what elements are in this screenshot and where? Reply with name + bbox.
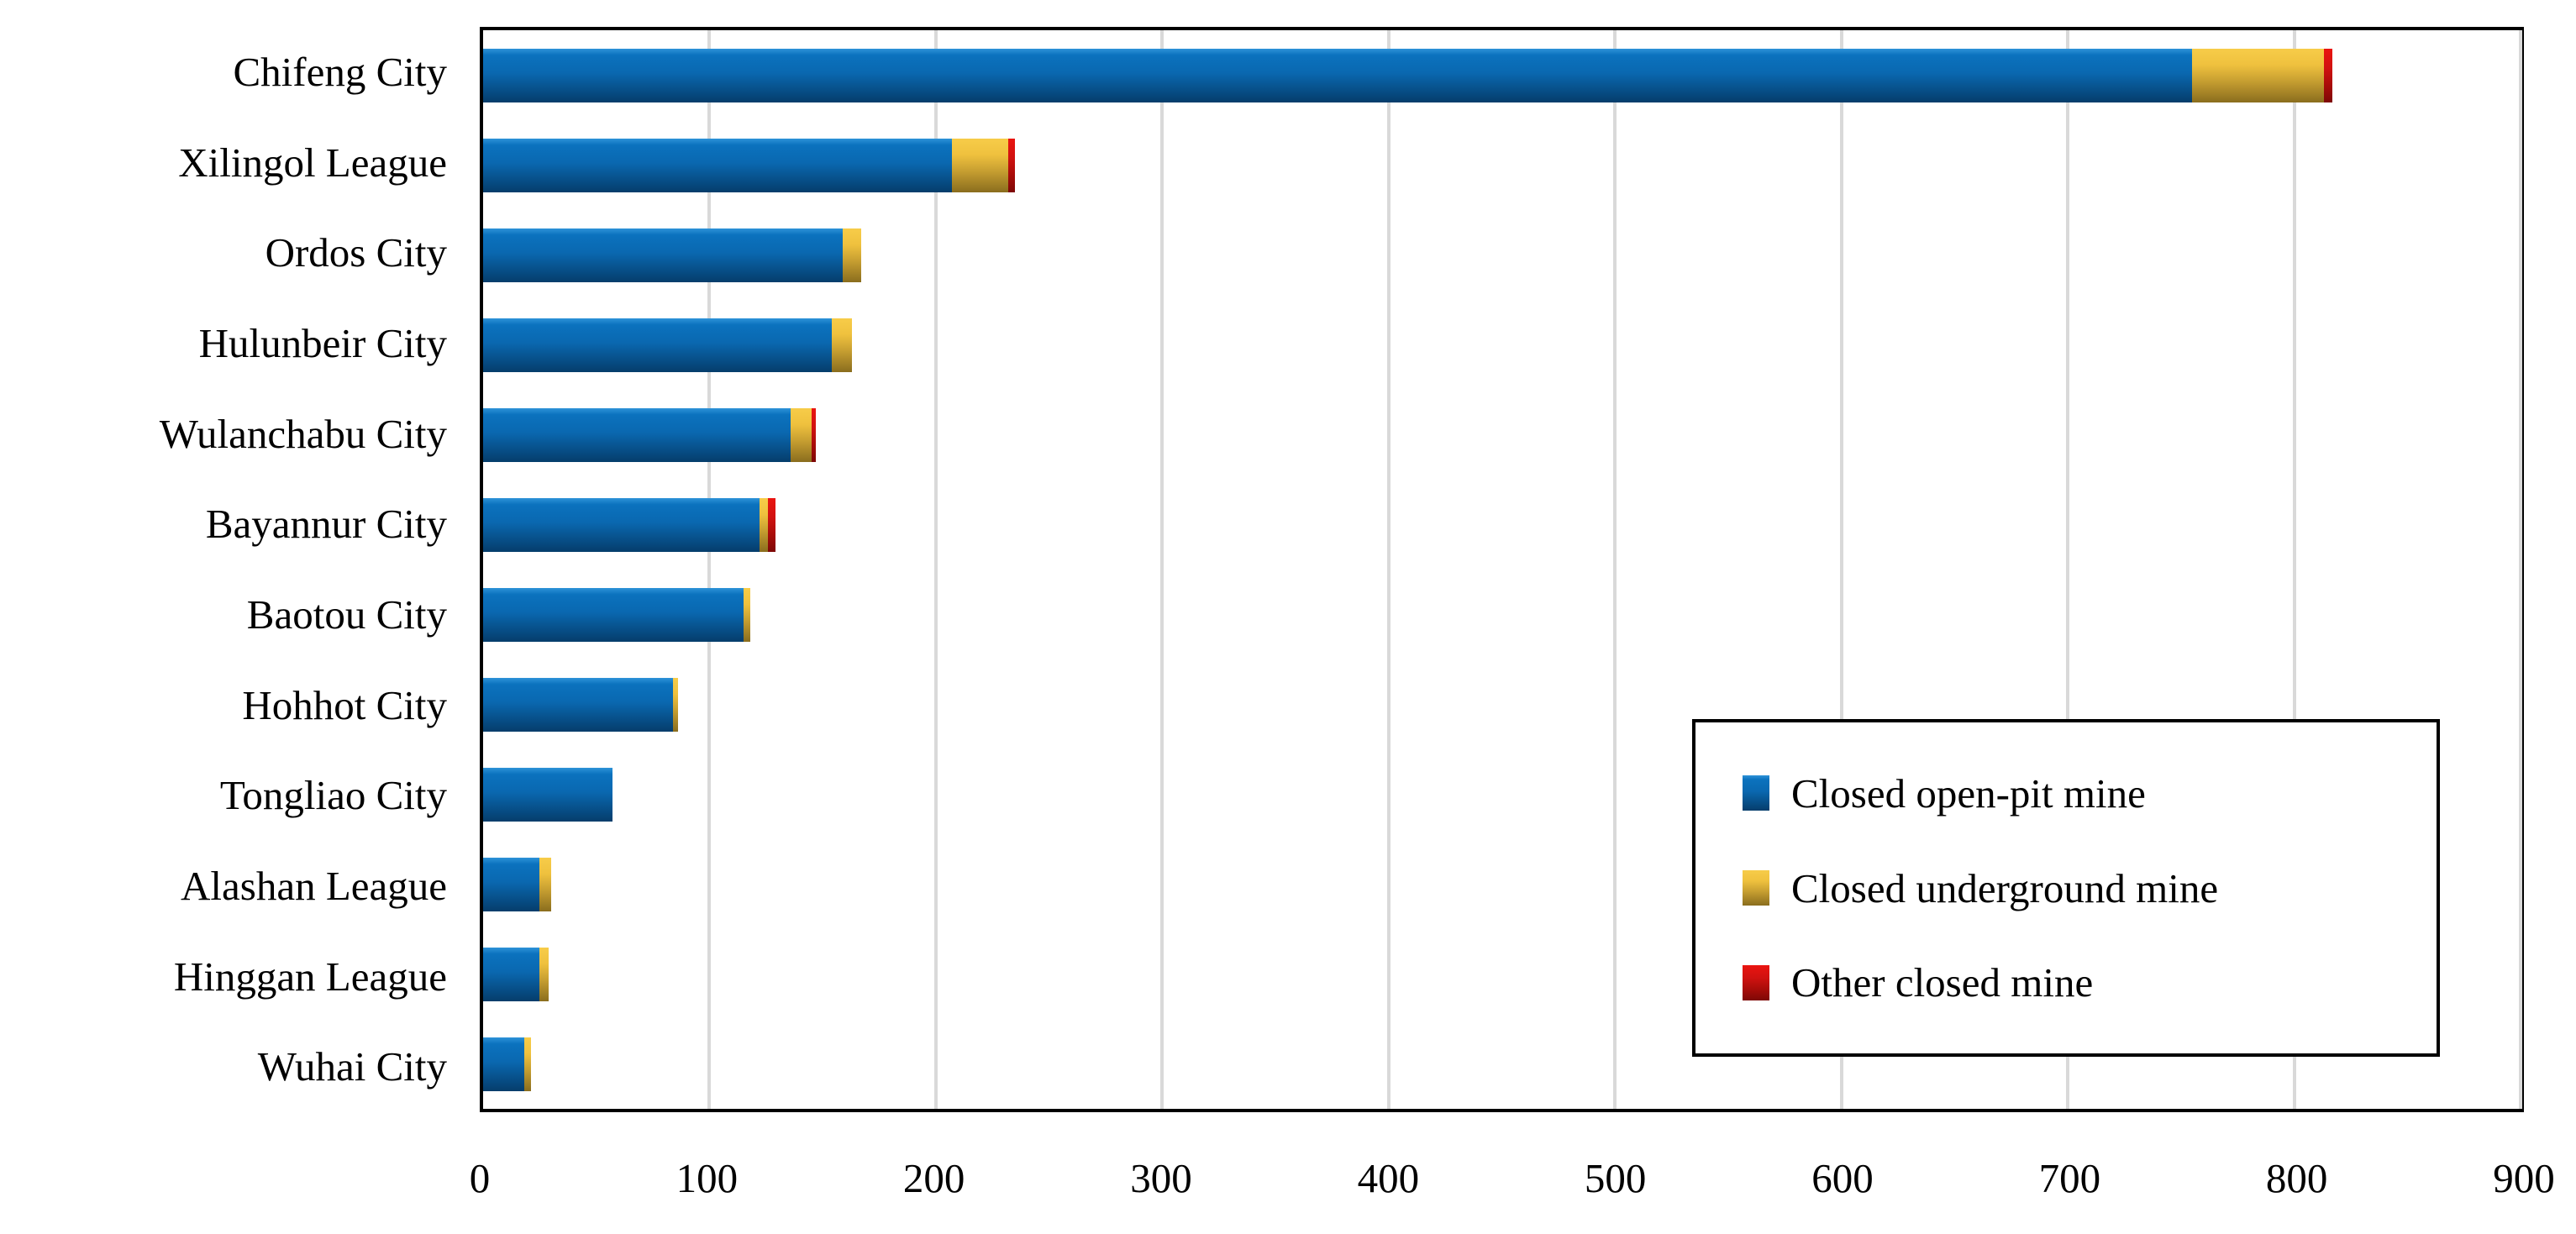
bar-segment-underground: [743, 587, 750, 642]
x-tick-label: 100: [676, 1155, 739, 1201]
bar-row: [483, 497, 2521, 552]
bar-segment-underground: [539, 857, 551, 911]
bar-segment-open-pit: [483, 407, 791, 462]
bar-segment-open-pit: [483, 318, 832, 372]
gridline-x-400: [1386, 30, 1391, 1109]
legend-label: Closed underground mine: [1791, 864, 2219, 911]
gridline-x-100: [707, 30, 712, 1109]
bar-segment-underground: [843, 228, 861, 282]
gridline-x-800: [2292, 30, 2296, 1109]
category-label: Tongliao City: [219, 772, 447, 819]
bar-segment-open-pit: [483, 138, 952, 192]
bar-segment-underground: [759, 497, 769, 552]
gridline-x-900: [2519, 30, 2522, 1109]
bar-row: [483, 1037, 2521, 1091]
bar-row: [483, 228, 2521, 282]
category-label: Chifeng City: [233, 48, 447, 95]
bar-segment-other: [1008, 138, 1016, 192]
gridline-x-300: [1160, 30, 1164, 1109]
bar-segment-underground: [831, 318, 853, 372]
bar-row: [483, 587, 2521, 642]
legend-swatch-other: [1743, 964, 1769, 1000]
legend-entry: Other closed mine: [1743, 958, 2437, 1006]
bar-segment-underground: [523, 1037, 531, 1091]
x-tick-label: 700: [2038, 1155, 2101, 1201]
bar-segment-open-pit: [483, 947, 540, 1001]
bar-row: [483, 48, 2521, 102]
legend-swatch-open-pit: [1743, 775, 1769, 811]
bar-row: [483, 318, 2521, 372]
category-label: Hinggan League: [173, 953, 447, 1000]
legend-label: Other closed mine: [1791, 959, 2094, 1006]
bar-row: [483, 857, 2521, 911]
legend-swatch-underground: [1743, 870, 1769, 906]
category-label: Bayannur City: [205, 501, 447, 548]
category-label: Wulanchabu City: [159, 410, 447, 457]
bar-segment-underground: [539, 947, 549, 1001]
category-label: Xilingol League: [178, 139, 447, 186]
category-label: Baotou City: [246, 591, 447, 638]
bar-row: [483, 407, 2521, 462]
gridline-x-600: [1839, 30, 1843, 1109]
legend: Closed open-pit mine Closed underground m…: [1692, 719, 2440, 1057]
bar-segment-open-pit: [483, 857, 540, 911]
x-tick-label: 200: [902, 1155, 965, 1201]
x-tick-label: 300: [1130, 1155, 1192, 1201]
bar-row: [483, 138, 2521, 192]
legend-entry: Closed underground mine: [1743, 864, 2437, 912]
bar-segment-other: [768, 497, 775, 552]
bar-segment-underground: [951, 138, 1009, 192]
bar-segment-other: [811, 407, 817, 462]
bar-segment-open-pit: [483, 767, 612, 822]
gridline-x-200: [933, 30, 938, 1109]
x-tick-label: 600: [1811, 1155, 1874, 1201]
bar-segment-open-pit: [483, 48, 2193, 102]
bar-row: [483, 677, 2521, 732]
legend-entry: Closed open-pit mine: [1743, 769, 2437, 817]
category-label: Wuhai City: [257, 1043, 447, 1090]
bar-segment-open-pit: [483, 1037, 524, 1091]
gridline-x-700: [2066, 30, 2070, 1109]
bar-row: [483, 767, 2521, 822]
category-label: Alashan League: [181, 862, 447, 909]
x-tick-label: 0: [469, 1155, 491, 1201]
bar-segment-underground: [673, 677, 678, 732]
bar-segment-open-pit: [483, 677, 674, 732]
bar-row: [483, 947, 2521, 1001]
x-tick-label: 500: [1584, 1155, 1647, 1201]
y-axis-category-labels: Chifeng City Xilingol League Ordos City Hul…: [0, 27, 447, 1112]
x-tick-label: 800: [2265, 1155, 2328, 1201]
gridline-x-500: [1613, 30, 1617, 1109]
bar-segment-open-pit: [483, 228, 844, 282]
bar-segment-open-pit: [483, 587, 744, 642]
bar-segment-other: [2323, 48, 2333, 102]
bar-segment-underground: [2192, 48, 2324, 102]
category-label: Ordos City: [265, 229, 447, 276]
x-axis-tick-labels: 0 100 200 300 400 500 600 700 800 900: [470, 1149, 2555, 1208]
x-tick-label: 400: [1357, 1155, 1420, 1201]
category-label: Hulunbeir City: [198, 319, 447, 366]
bar-segment-open-pit: [483, 497, 760, 552]
plot-frame: [480, 27, 2524, 1112]
category-label: Hohhot City: [242, 681, 447, 728]
x-tick-label: 900: [2493, 1155, 2555, 1201]
legend-label: Closed open-pit mine: [1791, 769, 2146, 817]
bar-segment-underground: [791, 407, 812, 462]
